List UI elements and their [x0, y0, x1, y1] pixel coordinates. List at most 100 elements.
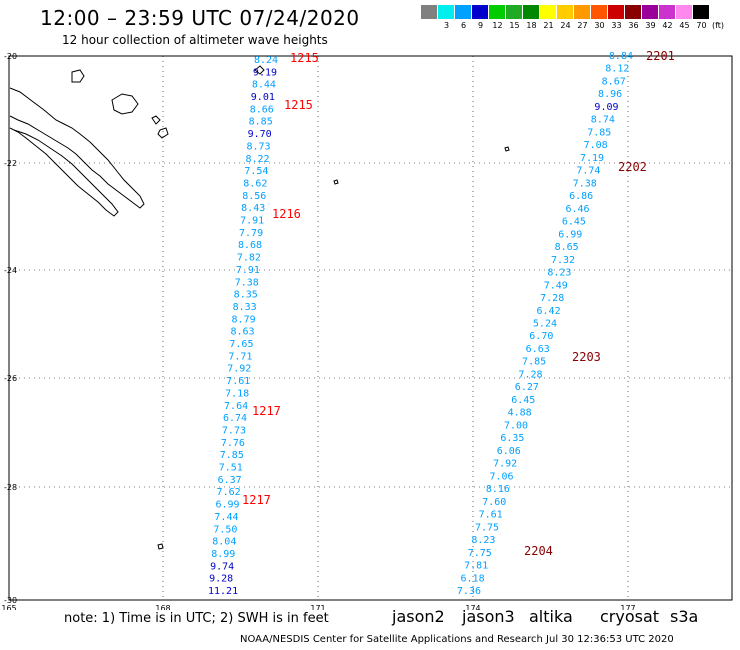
- wave-height-label: 8.84: [609, 51, 633, 62]
- legend-label: 39: [645, 21, 656, 30]
- wave-height-label: 9.74: [210, 561, 234, 572]
- wave-height-label: 7.76: [221, 438, 245, 449]
- wave-height-label: 8.22: [245, 154, 269, 165]
- time-label: 2203: [572, 350, 601, 364]
- legend-label: 45: [679, 21, 690, 30]
- lon-tick-label: 165: [1, 604, 16, 610]
- lat-tick-label: -22: [4, 159, 17, 168]
- lat-tick-label: -20: [4, 52, 17, 61]
- coastline: [504, 146, 510, 152]
- wave-height-label: 7.62: [217, 487, 241, 498]
- wave-height-label: 7.19: [580, 153, 604, 164]
- wave-height-label: 7.44: [214, 512, 238, 523]
- wave-height-label: 7.28: [540, 293, 564, 304]
- legend-label: 33: [611, 21, 622, 30]
- wave-height-label: 6.35: [500, 433, 524, 444]
- wave-height-label: 7.38: [573, 178, 597, 189]
- wave-height-label: 11.21: [208, 586, 238, 597]
- wave-height-label: 6.74: [223, 413, 247, 424]
- wave-height-label: 7.65: [229, 339, 253, 350]
- page-subtitle: 12 hour collection of altimeter wave hei…: [62, 33, 328, 47]
- wave-height-label: 8.63: [230, 327, 254, 338]
- wave-height-label: 6.45: [562, 217, 586, 228]
- lat-tick-label: -28: [4, 483, 17, 492]
- wave-height-label: 7.06: [489, 471, 513, 482]
- legend-label: 9: [477, 21, 484, 30]
- wave-height-label: 7.28: [518, 369, 542, 380]
- legend-label: 24: [560, 21, 571, 30]
- wave-height-label: 8.04: [212, 537, 236, 548]
- legend-swatch: [625, 5, 642, 19]
- wave-height-label: 7.73: [222, 425, 246, 436]
- wave-height-label: 7.91: [236, 265, 260, 276]
- coastline: [71, 69, 85, 83]
- time-label: 1216: [272, 207, 301, 221]
- wave-height-label: 6.70: [529, 331, 553, 342]
- legend-unit: (ft): [712, 21, 725, 30]
- wave-height-label: 7.75: [475, 522, 499, 533]
- map-frame: [8, 55, 733, 601]
- legend-label: 6: [460, 21, 467, 30]
- wave-height-label: 8.23: [471, 535, 495, 546]
- legend-swatch: [489, 5, 506, 19]
- wave-height-label: 9.01: [251, 92, 275, 103]
- wave-height-label: 7.60: [482, 497, 506, 508]
- legend-label: 15: [509, 21, 520, 30]
- time-label: 1217: [252, 404, 281, 418]
- legend-swatch: [676, 5, 693, 19]
- wave-height-label: 7.85: [220, 450, 244, 461]
- wave-height-label: 8.33: [233, 302, 257, 313]
- track-jason-west: 8.249.19 8.449.018.66 8.859.708.73 8.227.54…: [208, 55, 278, 597]
- wave-height-label: 8.85: [249, 117, 273, 128]
- lat-tick-label: -30: [4, 596, 17, 605]
- wave-height-label: 7.81: [464, 561, 488, 572]
- wave-height-label: 8.79: [232, 314, 256, 325]
- wave-height-label: 6.99: [215, 500, 239, 511]
- wave-height-label: 7.92: [493, 459, 517, 470]
- satellite-s3a: s3a: [670, 607, 699, 626]
- wave-height-label: 8.43: [241, 203, 265, 214]
- legend-swatch: [421, 5, 438, 19]
- wave-height-label: 8.35: [234, 290, 258, 301]
- legend-swatch: [574, 5, 591, 19]
- coastline: [254, 65, 265, 75]
- lon-tick-label: 177: [620, 604, 635, 610]
- lon-tick-label: 171: [310, 604, 325, 610]
- wave-height-label: 7.08: [584, 140, 608, 151]
- wave-height-label: 7.91: [240, 216, 264, 227]
- wave-height-label: 8.16: [486, 484, 510, 495]
- wave-height-label: 7.75: [468, 548, 492, 559]
- wave-height-label: 7.54: [244, 166, 268, 177]
- coastline: [157, 127, 169, 139]
- color-legend-bar: [421, 5, 710, 19]
- legend-swatch: [540, 5, 557, 19]
- wave-height-label: 9.09: [594, 102, 618, 113]
- legend-label: 12: [492, 21, 503, 30]
- wave-height-label: 7.61: [226, 376, 250, 387]
- time-label: 1217: [242, 493, 271, 507]
- wave-height-label: 7.49: [544, 280, 568, 291]
- time-label: 1215: [284, 98, 313, 112]
- wave-height-label: 9.28: [209, 574, 233, 585]
- wave-height-label: 7.85: [522, 357, 546, 368]
- legend-swatch: [642, 5, 659, 19]
- wave-height-label: 7.82: [237, 253, 261, 264]
- coastline: [9, 127, 119, 217]
- legend-label: 18: [526, 21, 537, 30]
- wave-height-label: 6.18: [461, 573, 485, 584]
- legend-label: 36: [628, 21, 639, 30]
- wave-height-label: 8.65: [555, 242, 579, 253]
- wave-height-label: 6.63: [526, 344, 550, 355]
- wave-height-label: 6.37: [218, 475, 242, 486]
- coastline: [333, 179, 339, 185]
- wave-height-label: 8.73: [247, 141, 271, 152]
- wave-height-label: 6.45: [511, 395, 535, 406]
- coastline: [151, 115, 161, 125]
- legend-label: 70: [696, 21, 707, 30]
- wave-height-label: 7.00: [504, 420, 528, 431]
- legend-label: 27: [577, 21, 588, 30]
- track-jason-east: 8.848.128.678.969.098.747.857.087.197.74…: [457, 51, 633, 597]
- legend-label: 21: [543, 21, 554, 30]
- wave-height-label: 8.12: [605, 64, 629, 75]
- wave-height-label: 7.71: [228, 351, 252, 362]
